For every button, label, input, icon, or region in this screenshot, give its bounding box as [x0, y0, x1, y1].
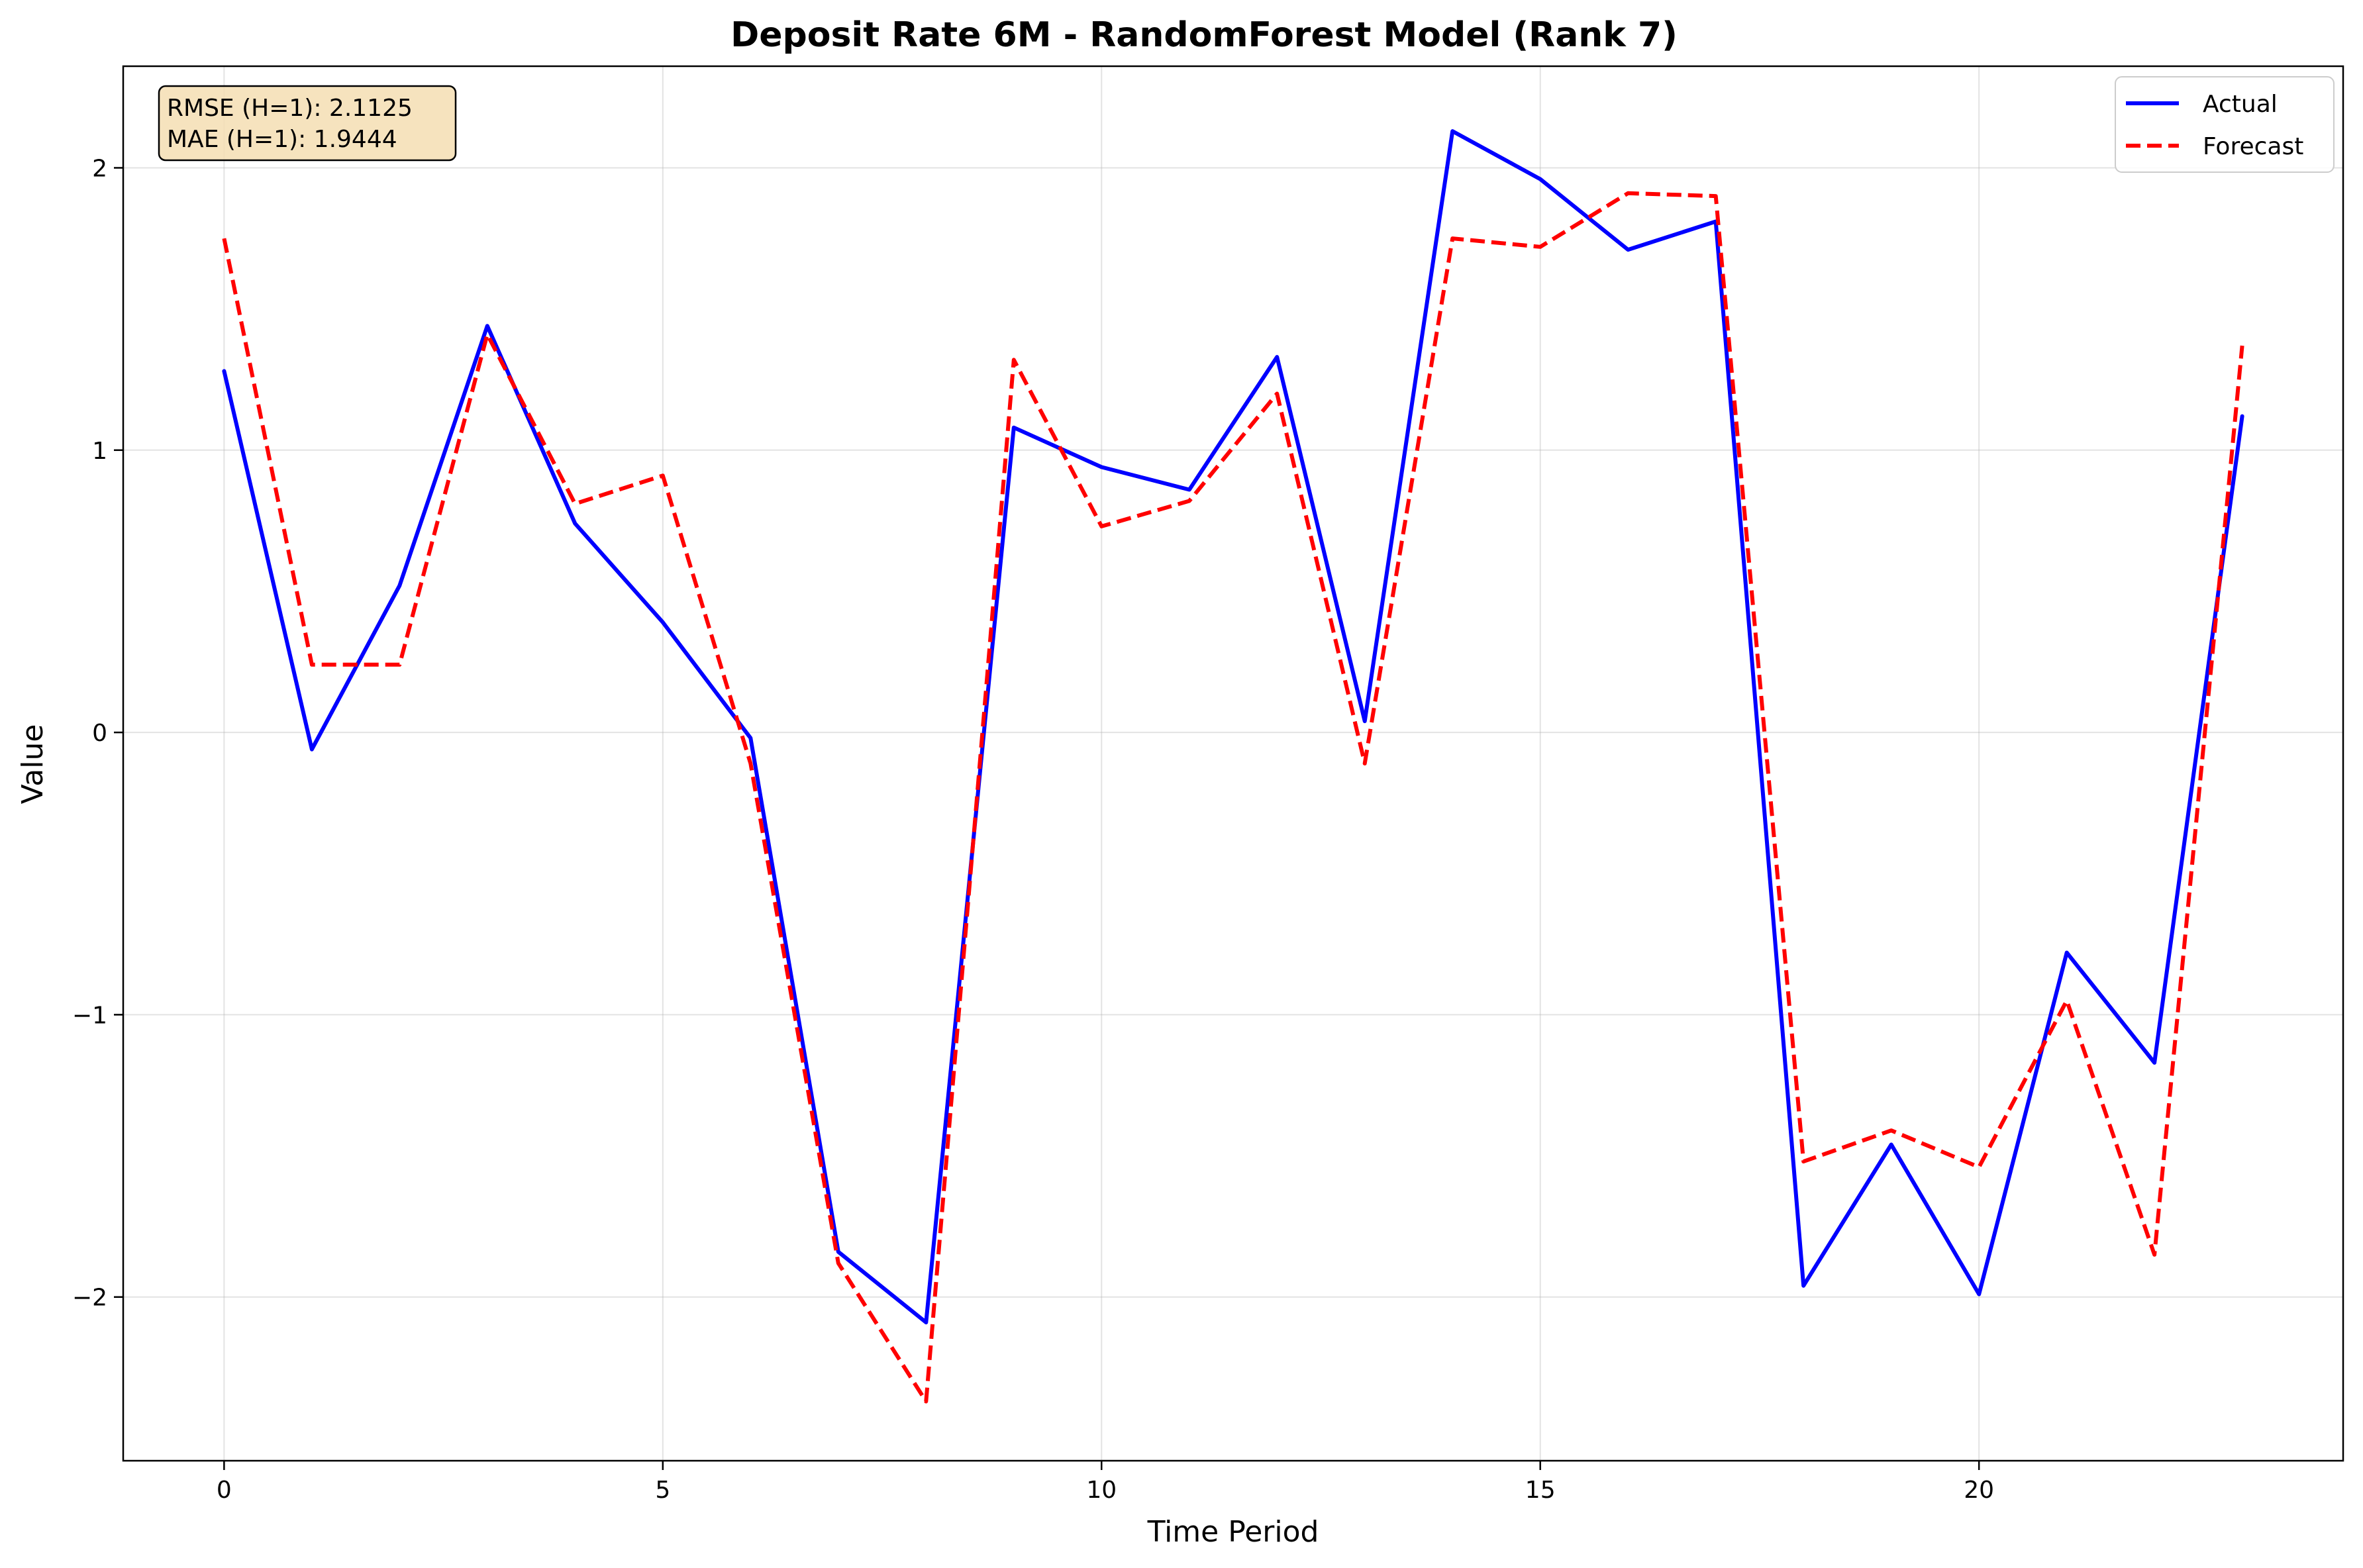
y-tick-label: 2	[92, 155, 107, 182]
legend-label-forecast: Forecast	[2203, 133, 2303, 160]
metrics-rmse: RMSE (H=1): 2.1125	[167, 95, 413, 122]
y-tick-label: −1	[72, 1002, 107, 1029]
x-axis-label: Time Period	[1147, 1515, 1319, 1549]
series-line-forecast	[222, 191, 2244, 1404]
metrics-box-background	[158, 85, 457, 162]
metrics-box: RMSE (H=1): 2.1125 MAE (H=1): 1.9444	[158, 85, 457, 162]
series-line-actual	[222, 129, 2244, 1325]
y-tick-label: 1	[92, 438, 107, 465]
y-tick-label: 0	[92, 720, 107, 747]
plot-background	[123, 66, 2343, 1461]
y-tick-label: −2	[72, 1285, 107, 1312]
y-axis: −2 −1 0 1 2	[72, 155, 123, 1312]
y-axis-label: Value	[16, 724, 50, 805]
metrics-mae: MAE (H=1): 1.9444	[167, 126, 397, 153]
grid	[123, 66, 2343, 1461]
plot-area	[122, 65, 2344, 1462]
x-tick-label: 15	[1525, 1477, 1556, 1504]
series-layer	[222, 129, 2244, 1404]
plot-frame	[122, 65, 2344, 1462]
legend-label-actual: Actual	[2203, 91, 2278, 118]
legend: Actual Forecast	[2115, 76, 2335, 173]
x-tick-label: 5	[655, 1477, 670, 1504]
x-tick-label: 20	[1964, 1477, 1994, 1504]
x-tick-label: 10	[1086, 1477, 1117, 1504]
legend-frame	[2115, 76, 2335, 173]
chart-title: Deposit Rate 6M - RandomForest Model (Ra…	[730, 15, 1678, 55]
x-axis: 0 5 10 15 20	[217, 1461, 1994, 1504]
x-tick-label: 0	[217, 1477, 232, 1504]
